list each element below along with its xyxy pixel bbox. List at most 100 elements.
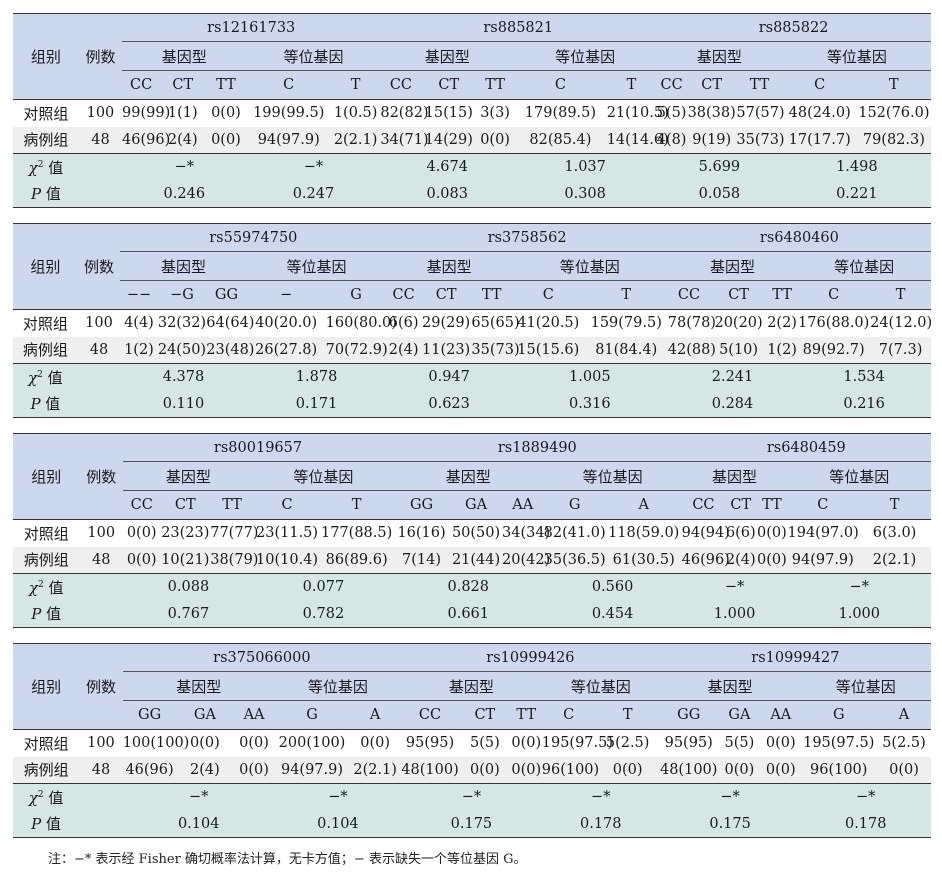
table-cell: 94(94): [681, 519, 730, 547]
table-cell: 5(5): [656, 99, 687, 127]
snp-name-row: 组别 例数 rs55974750 rs3758562 rs6480460: [13, 223, 931, 310]
snp-name: rs375066000: [122, 643, 402, 672]
chi-allele-value: 1.878: [246, 363, 387, 391]
allele-header: 等位基因: [246, 251, 387, 281]
table-cell: 0(0): [176, 729, 234, 757]
table-cell: 5(5): [717, 729, 762, 757]
table-cell: 0(0): [123, 519, 161, 547]
genotype-code: TT: [736, 70, 783, 100]
allele-code: T: [606, 70, 657, 100]
chi-square-label: χ2 值: [13, 573, 80, 601]
table-cell: 82(41.0): [543, 519, 606, 547]
table-cell: 9(19): [692, 131, 732, 148]
genotype-code: GA: [717, 700, 762, 730]
table-cell: 48(100): [659, 761, 718, 778]
case-label: 病例组: [23, 551, 69, 570]
allele-code: T: [870, 280, 931, 310]
snp-table-1: 组别 例数 rs12161733 rs885821 rs885822 基因型 等位基因 基因型…: [13, 13, 931, 208]
table-cell: 41(20.5): [511, 309, 585, 337]
table-cell: 2(2.1): [353, 761, 397, 778]
allele-code: G: [274, 700, 350, 730]
table-cell: 11(23): [422, 341, 471, 358]
genotype-header: 基因型: [120, 251, 247, 281]
chi-genotype-value: 4.378: [120, 363, 247, 391]
table-cell: 3(3): [476, 99, 515, 127]
genotype-code: GG: [659, 700, 718, 730]
table-cell: 4(4): [120, 309, 158, 337]
control-count: 100: [79, 519, 124, 547]
chi-genotype-value: 4.674: [380, 153, 515, 181]
table-cell: 96(100): [541, 761, 600, 778]
snp-name-row: 组别 例数 rs80019657 rs1889490 rs6480459: [13, 433, 931, 520]
allele-code: T: [856, 70, 931, 100]
genotype-header: 基因型: [123, 461, 254, 491]
empty-cell: [78, 180, 123, 208]
snp-name: rs885822: [656, 13, 931, 42]
table-cell: 2(4): [388, 341, 419, 358]
allele-code: −: [246, 280, 326, 310]
allele-code: C: [541, 700, 596, 730]
snp-name: rs55974750: [120, 223, 387, 252]
genotype-code: CT: [687, 70, 737, 100]
allele-header: 等位基因: [797, 251, 931, 281]
p-value-label: P 值: [13, 390, 78, 418]
p-genotype-value: 1.000: [681, 600, 788, 628]
table-cell: 89(92.7): [802, 341, 865, 358]
empty-cell: [79, 810, 123, 838]
allele-code: A: [349, 700, 402, 730]
genotype-code: TT: [476, 70, 515, 100]
category-header-row: 基因型 等位基因 基因型 等位基因 基因型 等位基因: [13, 461, 931, 491]
table-cell: 100(100): [122, 729, 189, 757]
case-row: 病例组 48 0(0) 10(21) 38(79) 10(10.4) 86(89.6) 7(1…: [13, 546, 931, 574]
snp-name: rs3758562: [386, 223, 668, 252]
table-cell: 82(82): [380, 99, 429, 127]
genotype-code: CT: [420, 280, 472, 310]
table-cell: 46(96): [125, 761, 174, 778]
group-header: 组别: [13, 433, 80, 520]
table-cell: 21(44): [451, 551, 501, 568]
allele-code: C: [246, 70, 331, 100]
genotype-code: −−: [120, 280, 158, 310]
table-cell: 7(7.3): [878, 341, 923, 358]
p-allele-value: 0.171: [246, 390, 387, 418]
code-header-row: −− −G GG − G CC CT TT C T CC CT TT C T: [13, 280, 931, 310]
genotype-header: 基因型: [667, 251, 798, 281]
table-cell: 176(88.0): [797, 309, 871, 337]
allele-code: T: [595, 700, 660, 730]
allele-code: C: [797, 280, 871, 310]
p-allele-value: 0.216: [797, 390, 931, 418]
p-value-text: P 值: [31, 605, 62, 624]
control-label: 对照组: [13, 309, 78, 337]
table-cell: 195(97.5): [800, 729, 878, 757]
p-genotype-value: 0.246: [122, 180, 247, 208]
table-cell: 61(30.5): [612, 551, 675, 568]
category-header-row: 基因型 等位基因 基因型 等位基因 基因型 等位基因: [13, 251, 931, 281]
table-cell: 177(88.5): [320, 519, 393, 547]
genotype-code: GA: [176, 700, 234, 730]
chi-allele-value: −*: [800, 783, 931, 811]
chi-genotype-value: −*: [401, 783, 542, 811]
genotype-header: 基因型: [380, 41, 515, 71]
category-header-row: 基因型 等位基因 基因型 等位基因 基因型 等位基因: [13, 41, 931, 71]
genotype-code: GG: [206, 280, 247, 310]
table-cell: 96(100): [810, 761, 868, 778]
snp-name: rs12161733: [122, 13, 381, 42]
p-genotype-value: 0.083: [380, 180, 515, 208]
code-header-row: CC CT TT C T GG GA AA G A CC CT TT C T: [13, 490, 931, 520]
table-cell: 0(0): [510, 729, 542, 757]
p-genotype-value: 0.661: [393, 600, 544, 628]
snp-table-4: 组别 例数 rs375066000 rs10999426 rs10999427 基因型 等位…: [13, 643, 931, 838]
chi-genotype-value: −*: [681, 573, 788, 601]
table-cell: 0(0): [126, 551, 157, 568]
group-header: 组别: [13, 223, 78, 310]
chi-allele-value: 0.560: [543, 573, 682, 601]
p-genotype-value: 0.175: [401, 810, 542, 838]
p-value-label: P 值: [13, 180, 79, 208]
snp-name-row: 组别 例数 rs375066000 rs10999426 rs10999427: [13, 643, 931, 730]
snp-name: rs6480459: [681, 433, 931, 462]
table-cell: 46(96): [681, 551, 730, 568]
allele-code: C: [514, 70, 607, 100]
table-cell: 24(12.0): [870, 309, 932, 337]
chi-square-row: χ2 值 −* −* −* −* −* −*: [13, 783, 931, 811]
table-cell: 6(6): [386, 309, 421, 337]
